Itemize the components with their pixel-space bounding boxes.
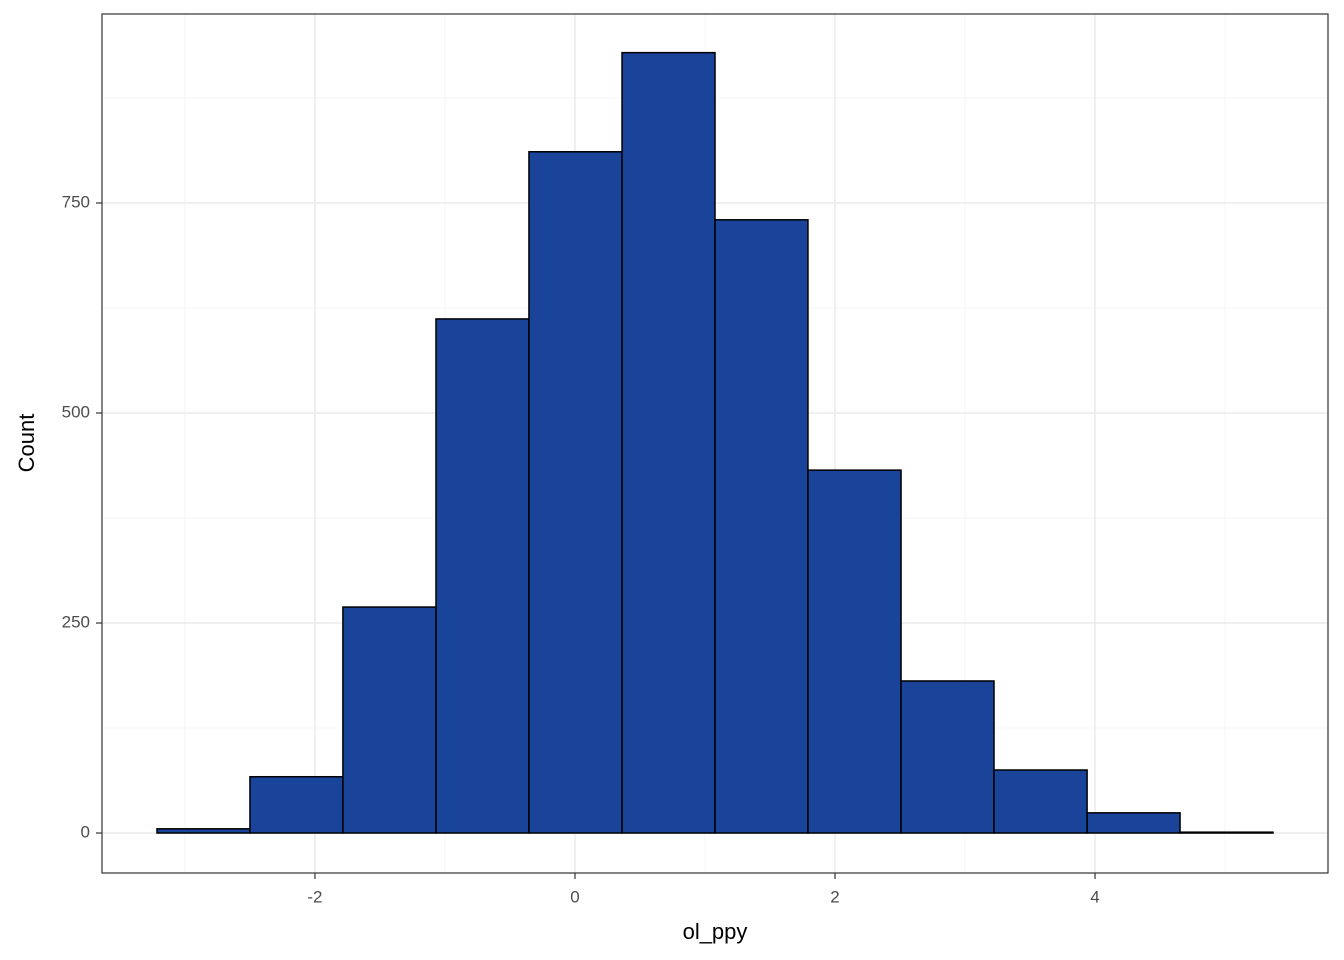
x-tick-label: 4 [1090, 887, 1099, 906]
bar [435, 318, 530, 834]
bar [1179, 831, 1274, 834]
bar [621, 51, 716, 834]
bar [528, 151, 623, 834]
x-tick-label: 0 [570, 887, 579, 906]
bar [714, 219, 809, 834]
x-axis-title: ol_ppy [683, 919, 748, 944]
bar [993, 769, 1088, 834]
y-tick-label: 0 [81, 822, 90, 841]
bar [807, 469, 902, 834]
x-tick-label: 2 [830, 887, 839, 906]
y-tick-label: 500 [62, 402, 90, 421]
bar [1086, 812, 1181, 834]
y-tick-label: 250 [62, 612, 90, 631]
bar [342, 606, 437, 834]
axes: -2 0 2 4 0 250 500 750 [62, 192, 1100, 906]
bar [156, 828, 251, 834]
bar [900, 680, 995, 834]
y-tick-label: 750 [62, 192, 90, 211]
bar [249, 775, 344, 834]
bars [156, 51, 1274, 834]
panel-border [101, 13, 1329, 874]
x-tick-label: -2 [307, 887, 322, 906]
y-axis-title: Count [14, 414, 39, 473]
